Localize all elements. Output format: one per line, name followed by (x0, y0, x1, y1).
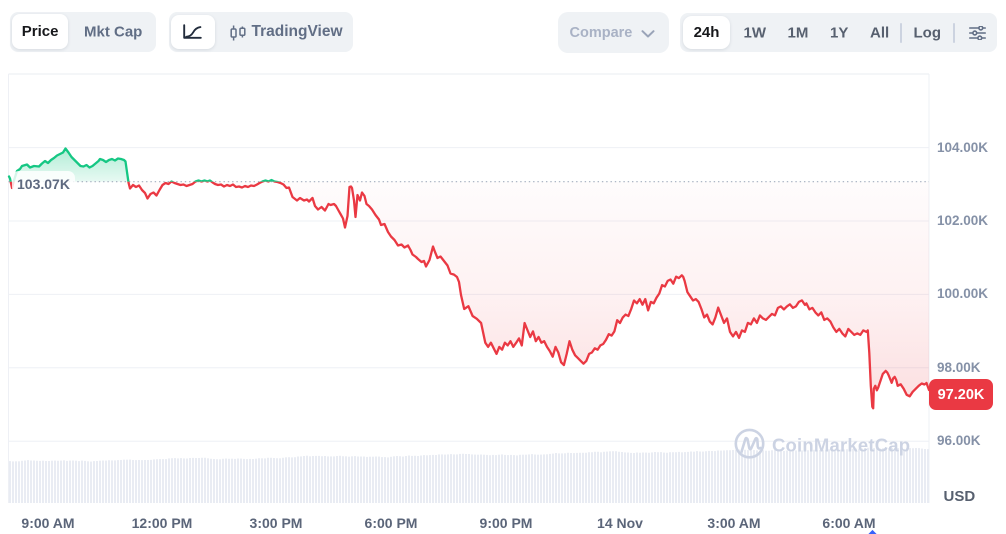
svg-text:CoinMarketCap: CoinMarketCap (772, 435, 910, 456)
